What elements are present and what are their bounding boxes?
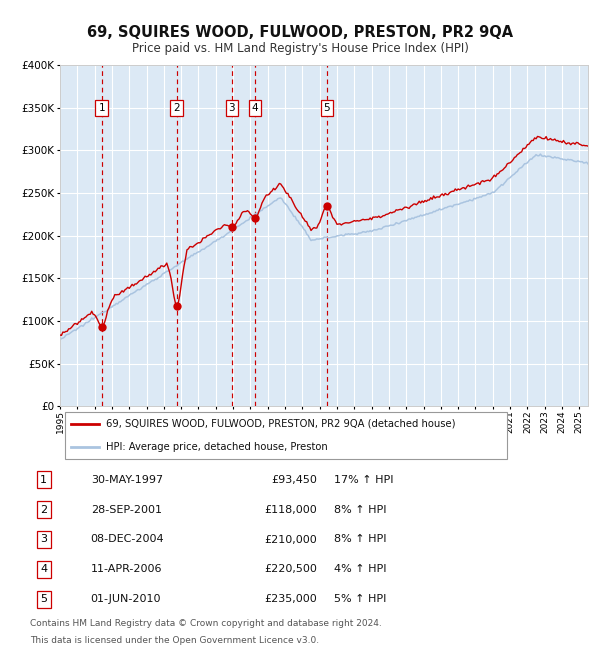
Text: 8% ↑ HPI: 8% ↑ HPI bbox=[334, 504, 386, 515]
FancyBboxPatch shape bbox=[65, 411, 507, 460]
Text: 11-APR-2006: 11-APR-2006 bbox=[91, 564, 162, 575]
Text: 2: 2 bbox=[40, 504, 47, 515]
Text: HPI: Average price, detached house, Preston: HPI: Average price, detached house, Pres… bbox=[106, 443, 328, 452]
Text: 8% ↑ HPI: 8% ↑ HPI bbox=[334, 534, 386, 545]
Text: Contains HM Land Registry data © Crown copyright and database right 2024.: Contains HM Land Registry data © Crown c… bbox=[30, 619, 382, 628]
Text: £118,000: £118,000 bbox=[264, 504, 317, 515]
Text: 5% ↑ HPI: 5% ↑ HPI bbox=[334, 594, 386, 604]
Text: £235,000: £235,000 bbox=[264, 594, 317, 604]
Text: 1: 1 bbox=[98, 103, 105, 112]
Text: 4: 4 bbox=[252, 103, 259, 112]
Text: This data is licensed under the Open Government Licence v3.0.: This data is licensed under the Open Gov… bbox=[30, 636, 319, 645]
Text: £220,500: £220,500 bbox=[264, 564, 317, 575]
Text: 2: 2 bbox=[173, 103, 180, 112]
Text: 4: 4 bbox=[40, 564, 47, 575]
Text: 3: 3 bbox=[229, 103, 235, 112]
Text: 5: 5 bbox=[323, 103, 330, 112]
Text: 01-JUN-2010: 01-JUN-2010 bbox=[91, 594, 161, 604]
Text: 28-SEP-2001: 28-SEP-2001 bbox=[91, 504, 162, 515]
Text: £93,450: £93,450 bbox=[271, 474, 317, 485]
Text: 4% ↑ HPI: 4% ↑ HPI bbox=[334, 564, 386, 575]
Text: 1: 1 bbox=[40, 474, 47, 485]
Text: 08-DEC-2004: 08-DEC-2004 bbox=[91, 534, 164, 545]
Text: £210,000: £210,000 bbox=[264, 534, 317, 545]
Text: 5: 5 bbox=[40, 594, 47, 604]
Text: 17% ↑ HPI: 17% ↑ HPI bbox=[334, 474, 393, 485]
Text: 3: 3 bbox=[40, 534, 47, 545]
Text: 69, SQUIRES WOOD, FULWOOD, PRESTON, PR2 9QA: 69, SQUIRES WOOD, FULWOOD, PRESTON, PR2 … bbox=[87, 25, 513, 40]
Text: 30-MAY-1997: 30-MAY-1997 bbox=[91, 474, 163, 485]
Text: 69, SQUIRES WOOD, FULWOOD, PRESTON, PR2 9QA (detached house): 69, SQUIRES WOOD, FULWOOD, PRESTON, PR2 … bbox=[106, 419, 455, 428]
Text: Price paid vs. HM Land Registry's House Price Index (HPI): Price paid vs. HM Land Registry's House … bbox=[131, 42, 469, 55]
